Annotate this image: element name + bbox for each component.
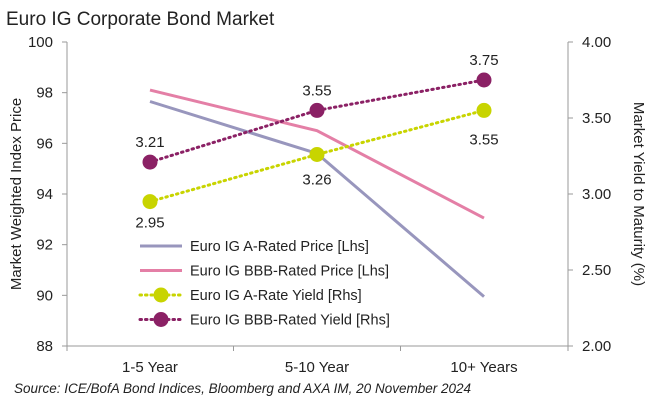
legend-label-bbb-rated-yield: Euro IG BBB-Rated Yield [Rhs]: [190, 313, 390, 329]
x-tick-label: 5-10 Year: [285, 359, 349, 376]
series-layer: [142, 72, 492, 298]
legend: Euro IG A-Rated Price [Lhs] Euro IG BBB-R…: [138, 239, 390, 329]
marker-a-rate-yield: [142, 194, 158, 210]
right-tick-label: 3.50: [582, 110, 611, 127]
data-labels: 2.95 3.26 3.55 3.21 3.55 3.75: [135, 52, 498, 232]
data-label-a-rate-yield: 3.55: [469, 131, 498, 148]
data-label-a-rate-yield: 2.95: [135, 215, 164, 232]
left-tick-label: 92: [36, 237, 53, 254]
left-tick-label: 94: [36, 186, 53, 203]
marker-a-rate-yield: [309, 146, 325, 162]
data-label-bbb-rated-yield: 3.75: [469, 52, 498, 69]
marker-bbb-rated-yield: [476, 72, 492, 88]
data-label-a-rate-yield: 3.26: [302, 171, 331, 188]
right-tick-label: 2.00: [582, 338, 611, 355]
right-tick-label: 3.00: [582, 186, 611, 203]
marker-a-rate-yield: [476, 102, 492, 118]
left-tick-labels: 88 90 92 94 96 98 100: [28, 34, 67, 355]
left-tick-label: 90: [36, 287, 53, 304]
series-line-bbb-rated-price: [149, 88, 485, 220]
data-label-bbb-rated-yield: 3.55: [302, 82, 331, 99]
legend-label-a-rated-price: Euro IG A-Rated Price [Lhs]: [190, 239, 369, 255]
legend-label-a-rate-yield: Euro IG A-Rate Yield [Rhs]: [190, 288, 362, 304]
source-note: Source: ICE/BofA Bond Indices, Bloomberg…: [14, 381, 471, 396]
left-tick-label: 100: [28, 34, 53, 51]
legend-marker-bbb-rated-yield: [153, 312, 169, 327]
marker-bbb-rated-yield: [142, 154, 158, 170]
legend-label-bbb-rated-price: Euro IG BBB-Rated Price [Lhs]: [190, 264, 389, 280]
left-tick-label: 96: [36, 135, 53, 152]
x-tick-labels: 1-5 Year 5-10 Year 10+ Years: [66, 346, 569, 376]
right-tick-label: 4.00: [582, 34, 611, 51]
right-tick-label: 2.50: [582, 262, 611, 279]
marker-bbb-rated-yield: [309, 102, 325, 118]
x-tick-label: 10+ Years: [450, 359, 517, 376]
left-axis-title: Market Weighted Index Price: [8, 98, 25, 290]
chart-title: Euro IG Corporate Bond Market: [6, 9, 275, 30]
right-axis-title: Market Yield to Maturity (%): [630, 102, 647, 286]
right-tick-labels: 2.00 2.50 3.00 3.50 4.00: [568, 34, 611, 355]
series-line-a-rate-yield: [148, 108, 486, 204]
x-tick-label: 1-5 Year: [122, 359, 178, 376]
legend-marker-a-rate-yield: [153, 287, 169, 303]
left-tick-label: 98: [36, 85, 53, 102]
data-label-bbb-rated-yield: 3.21: [135, 134, 164, 151]
left-tick-label: 88: [36, 338, 53, 355]
